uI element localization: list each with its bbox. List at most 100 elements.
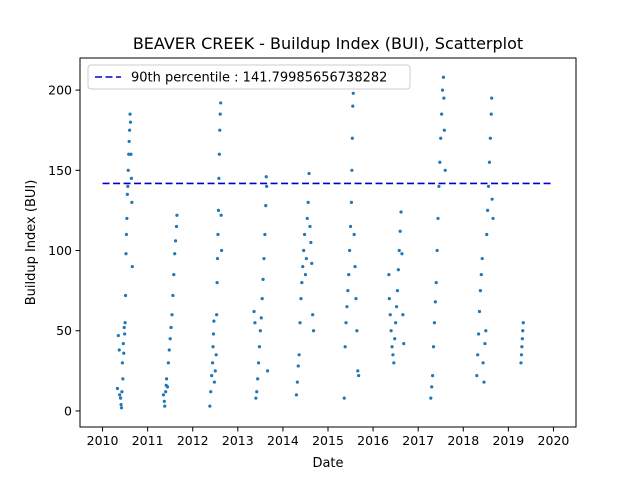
data-point xyxy=(162,399,166,403)
y-tick-label: 200 xyxy=(48,83,72,98)
data-point xyxy=(352,232,356,237)
data-point xyxy=(129,176,133,180)
data-point xyxy=(120,361,124,365)
data-point xyxy=(294,393,299,397)
data-point xyxy=(208,404,212,408)
data-point xyxy=(174,224,179,229)
data-point xyxy=(258,329,262,333)
data-point xyxy=(394,321,398,325)
data-point xyxy=(350,168,354,172)
data-point xyxy=(398,229,402,233)
data-point xyxy=(262,256,266,261)
data-point xyxy=(396,268,400,272)
data-point xyxy=(400,252,404,256)
data-point xyxy=(303,272,308,277)
x-tick-label: 2010 xyxy=(87,433,119,448)
points-layer xyxy=(115,75,525,410)
data-point xyxy=(171,293,175,298)
data-point xyxy=(265,184,269,188)
data-point xyxy=(175,213,179,217)
data-point xyxy=(519,353,524,357)
data-point xyxy=(123,293,128,298)
data-point xyxy=(256,377,260,381)
data-point xyxy=(214,353,218,357)
data-point xyxy=(167,348,171,352)
data-point xyxy=(211,345,215,349)
data-point xyxy=(520,345,524,349)
data-point xyxy=(211,332,216,336)
data-point xyxy=(259,316,263,320)
data-point xyxy=(256,361,261,365)
y-axis-label: Buildup Index (BUI) xyxy=(24,180,39,306)
y-axis: 0 50 100 150 200 xyxy=(48,83,80,418)
data-point xyxy=(353,264,357,269)
data-point xyxy=(519,361,523,365)
data-point xyxy=(119,402,123,407)
data-point xyxy=(433,300,437,304)
data-point xyxy=(395,289,400,293)
data-point xyxy=(476,353,480,357)
data-point xyxy=(123,332,127,336)
data-point xyxy=(173,252,177,256)
data-point xyxy=(124,232,129,237)
x-tick-label: 2014 xyxy=(267,433,299,448)
data-point xyxy=(432,321,437,325)
data-point xyxy=(125,192,129,196)
data-point xyxy=(219,213,223,217)
data-point xyxy=(161,393,166,397)
data-point xyxy=(252,309,256,314)
data-point xyxy=(481,361,485,365)
x-tick-label: 2012 xyxy=(177,433,209,448)
data-point xyxy=(346,289,350,293)
legend: 90th percentile : 141.79985656738282 xyxy=(87,64,411,90)
data-point xyxy=(215,281,219,285)
data-point xyxy=(213,369,217,373)
data-point xyxy=(260,297,264,301)
x-axis-label: Date xyxy=(312,456,343,471)
data-point xyxy=(485,232,489,237)
data-point xyxy=(387,272,391,277)
data-point xyxy=(129,152,133,156)
data-point xyxy=(392,361,396,365)
data-point xyxy=(119,406,124,410)
data-point xyxy=(483,341,487,346)
data-point xyxy=(216,208,221,213)
data-point xyxy=(311,329,316,333)
data-point xyxy=(117,348,121,352)
data-point xyxy=(257,345,262,349)
data-point xyxy=(443,168,447,172)
data-point xyxy=(125,216,129,221)
data-point xyxy=(128,120,133,124)
data-point xyxy=(486,184,491,188)
data-point xyxy=(219,101,223,105)
data-point xyxy=(306,200,310,204)
x-tick-label: 2017 xyxy=(402,433,434,448)
data-point xyxy=(354,297,358,301)
plot-background xyxy=(80,58,576,427)
data-point xyxy=(480,256,484,261)
data-point xyxy=(217,176,221,180)
data-point xyxy=(348,248,352,253)
data-point xyxy=(255,390,259,394)
y-tick-label: 150 xyxy=(48,163,72,178)
x-tick-label: 2019 xyxy=(492,433,524,448)
data-point xyxy=(310,261,314,265)
data-point xyxy=(164,390,168,394)
data-point xyxy=(482,380,486,384)
data-point xyxy=(163,404,167,408)
data-point xyxy=(295,380,299,384)
data-point xyxy=(122,351,126,355)
data-point xyxy=(302,248,306,253)
data-point xyxy=(115,386,120,391)
data-point xyxy=(164,377,169,381)
data-point xyxy=(391,353,395,357)
data-point xyxy=(390,345,394,349)
data-point xyxy=(209,390,213,394)
data-point xyxy=(212,319,216,323)
data-point xyxy=(307,171,311,176)
data-point xyxy=(435,248,439,253)
data-point xyxy=(438,160,442,164)
data-point xyxy=(297,353,301,357)
data-point xyxy=(128,128,132,132)
